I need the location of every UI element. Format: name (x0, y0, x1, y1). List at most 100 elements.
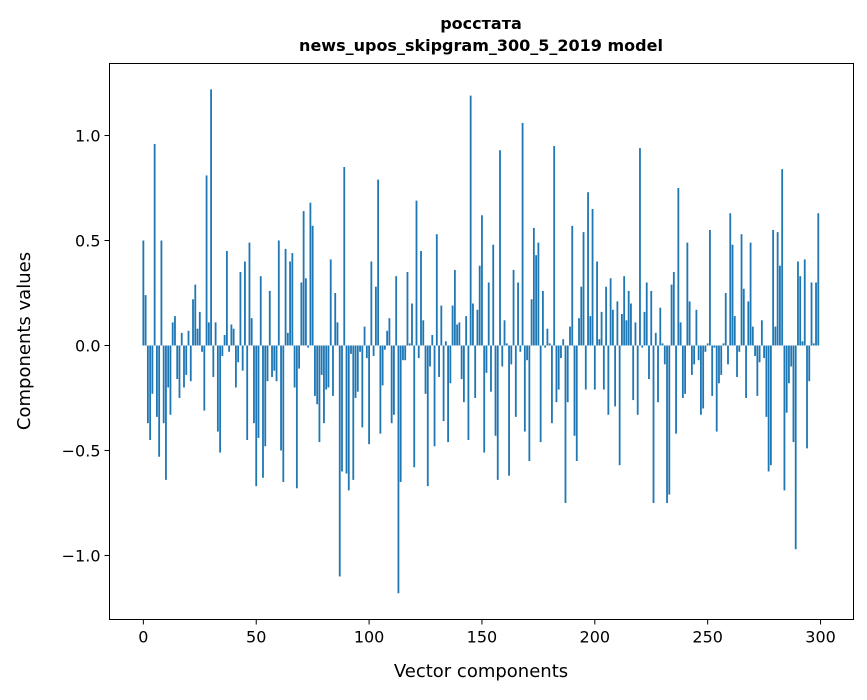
bar (693, 345, 696, 365)
bar (806, 345, 808, 449)
bar (343, 167, 346, 346)
bar (386, 330, 389, 346)
bar (478, 265, 481, 346)
bar (212, 345, 215, 377)
bar (530, 299, 533, 346)
bar (171, 322, 174, 346)
bar (144, 295, 147, 346)
bar (408, 343, 411, 346)
bar (727, 345, 729, 365)
bar (510, 345, 513, 365)
bar (309, 202, 312, 346)
bar (415, 200, 418, 346)
bar (499, 150, 501, 346)
bar (747, 301, 750, 346)
bar (528, 345, 531, 461)
bar (675, 345, 677, 434)
bar (361, 345, 364, 428)
bar (442, 345, 445, 422)
bar (496, 345, 499, 480)
bar (304, 278, 307, 346)
bar (286, 332, 289, 346)
bar (623, 276, 626, 346)
bar (738, 345, 741, 352)
bar (334, 292, 337, 346)
bar (196, 328, 199, 346)
bar (467, 345, 470, 440)
bar (395, 276, 398, 346)
bar (277, 240, 280, 346)
bar (417, 345, 420, 359)
bar (722, 343, 725, 346)
bar (239, 272, 242, 346)
bar (541, 290, 544, 346)
bar (374, 286, 377, 346)
bar (176, 345, 179, 380)
bar (460, 345, 463, 380)
bar (253, 345, 255, 424)
bar (413, 345, 416, 468)
bar (219, 345, 222, 453)
bar (776, 232, 779, 346)
bar (783, 345, 786, 491)
bar (643, 311, 646, 346)
y-tick-label: −0.5 (62, 441, 101, 460)
bar (167, 345, 170, 388)
bar (720, 345, 723, 375)
bar (772, 230, 775, 346)
bar (779, 265, 781, 346)
bar (438, 345, 440, 377)
bar (311, 225, 314, 346)
bar (790, 345, 793, 367)
bar (255, 345, 258, 487)
bar (808, 345, 811, 382)
bar (697, 345, 700, 361)
x-tick-label: 250 (692, 628, 723, 647)
bar (268, 290, 271, 346)
bar (356, 345, 359, 392)
bar (329, 259, 332, 346)
bar (318, 345, 321, 443)
bar (490, 345, 492, 392)
bar (223, 334, 226, 346)
bar (605, 286, 608, 346)
bar (607, 345, 610, 415)
bar (616, 301, 619, 346)
bar (812, 343, 815, 346)
bar (214, 322, 217, 346)
chart-title: росстата (440, 14, 522, 33)
bar (146, 345, 149, 424)
bar (298, 345, 301, 369)
bar (519, 345, 522, 352)
bar (621, 313, 623, 346)
bar (718, 345, 720, 384)
bar (153, 143, 156, 346)
bar (517, 282, 519, 346)
bar (300, 282, 303, 346)
bar (420, 251, 422, 346)
bar (174, 316, 176, 346)
bar (632, 345, 635, 401)
bar (690, 345, 693, 375)
bar (440, 305, 443, 346)
bar (794, 345, 797, 550)
x-tick-label: 100 (354, 628, 385, 647)
bar (713, 345, 716, 348)
bar (399, 345, 402, 482)
bar (259, 276, 262, 346)
bar (546, 328, 549, 346)
bar (679, 322, 682, 346)
bar (198, 311, 201, 346)
bar (670, 284, 673, 346)
bar (564, 345, 567, 503)
bar (672, 272, 675, 346)
bar (372, 345, 375, 356)
bar (476, 309, 479, 346)
bar (462, 345, 465, 403)
x-tick-label: 0 (138, 628, 148, 647)
bar (648, 345, 650, 380)
bar (501, 345, 504, 367)
bar (688, 301, 691, 346)
bar (526, 345, 528, 361)
